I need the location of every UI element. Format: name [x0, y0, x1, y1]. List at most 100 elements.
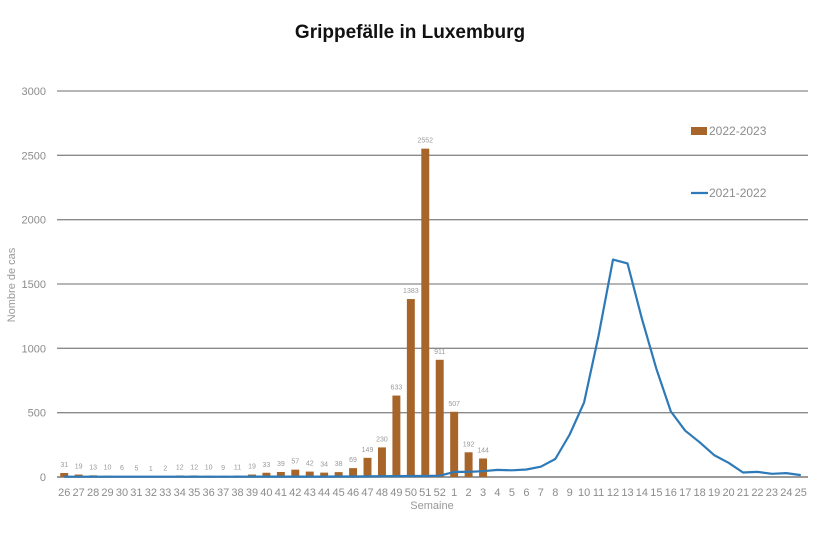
bar-value-label: 19 — [248, 464, 256, 471]
x-tick-label: 13 — [621, 487, 633, 499]
x-tick-label: 2 — [466, 487, 472, 499]
bar — [450, 411, 459, 477]
x-tick-label: 30 — [116, 487, 128, 499]
x-tick-label: 33 — [159, 487, 171, 499]
x-tick-label: 25 — [795, 487, 807, 499]
bar-value-label: 13 — [89, 464, 97, 471]
x-tick-label: 51 — [419, 487, 431, 499]
x-tick-label: 46 — [347, 487, 359, 499]
bar-value-label: 2 — [163, 466, 167, 473]
legend-label-2021-2022: 2021-2022 — [709, 186, 767, 200]
x-tick-label: 24 — [780, 487, 792, 499]
bar — [464, 452, 473, 477]
x-axis-label: Semaine — [410, 500, 453, 512]
bar-value-label: 2552 — [417, 138, 433, 145]
x-tick-label: 21 — [737, 487, 749, 499]
bar-value-label: 12 — [176, 464, 184, 471]
x-tick-label: 32 — [145, 487, 157, 499]
x-tick-label: 7 — [538, 487, 544, 499]
x-tick-label: 42 — [289, 487, 301, 499]
bar-value-label: 38 — [335, 461, 343, 468]
bar-value-label: 33 — [263, 462, 271, 469]
legend-label-2022-2023: 2022-2023 — [709, 124, 767, 138]
x-tick-label: 35 — [188, 487, 200, 499]
bar-value-label: 57 — [291, 459, 299, 466]
bar — [377, 447, 386, 477]
x-tick-label: 29 — [101, 487, 113, 499]
x-tick-label: 31 — [130, 487, 142, 499]
bar-value-label: 6 — [120, 465, 124, 472]
x-tick-label: 3 — [480, 487, 486, 499]
x-tick-label: 5 — [509, 487, 515, 499]
x-tick-label: 8 — [552, 487, 558, 499]
bar — [276, 471, 285, 477]
bar-value-label: 31 — [60, 462, 68, 469]
chart-title: Grippefälle in Luxemburg — [294, 22, 526, 43]
bar-value-label: 1 — [149, 466, 153, 473]
bar-value-label: 192 — [463, 441, 475, 448]
x-tick-label: 44 — [318, 487, 330, 499]
x-tick-label: 15 — [650, 487, 662, 499]
x-tick-label: 28 — [87, 487, 99, 499]
x-tick-label: 20 — [722, 487, 734, 499]
bar — [334, 472, 343, 477]
x-tick-label: 14 — [636, 487, 648, 499]
bar — [320, 472, 329, 477]
y-tick-label: 500 — [28, 408, 46, 420]
bar-value-label: 149 — [362, 447, 374, 454]
x-tick-label: 50 — [405, 487, 417, 499]
x-tick-label: 48 — [376, 487, 388, 499]
legend-bar-swatch — [691, 127, 707, 135]
x-tick-label: 12 — [607, 487, 619, 499]
y-tick-label: 0 — [40, 472, 46, 484]
x-tick-label: 10 — [578, 487, 590, 499]
bar-value-label: 42 — [306, 461, 314, 468]
bar — [291, 469, 300, 477]
x-tick-label: 26 — [58, 487, 70, 499]
y-tick-label: 1500 — [22, 279, 46, 291]
x-tick-label: 38 — [231, 487, 243, 499]
y-tick-label: 2000 — [22, 215, 46, 227]
x-tick-label: 45 — [333, 487, 345, 499]
bar — [363, 457, 372, 477]
x-tick-label: 40 — [260, 487, 272, 499]
y-axis-label: Nombre de cas — [6, 247, 18, 322]
bar-value-label: 230 — [376, 436, 388, 443]
line-series-2021-2022 — [64, 258, 801, 478]
bar-value-label: 69 — [349, 457, 357, 464]
x-tick-label: 18 — [694, 487, 706, 499]
bar-value-label: 34 — [320, 462, 328, 469]
x-tick-label: 22 — [751, 487, 763, 499]
bar-value-label: 144 — [477, 447, 489, 454]
bar-value-label: 10 — [205, 465, 213, 472]
bar-value-label: 5 — [134, 465, 138, 472]
bar-value-label: 12 — [190, 464, 198, 471]
bar-data-labels: 31 19 13 10 6 5 1 2 12 12 10 9 11 19 33 39 57 42 34 3869149… — [60, 138, 489, 473]
bar — [262, 472, 271, 477]
bar-value-label: 9 — [221, 465, 225, 472]
bar — [305, 471, 314, 477]
x-tick-label: 9 — [567, 487, 573, 499]
x-tick-label: 34 — [174, 487, 186, 499]
x-tick-label: 17 — [679, 487, 691, 499]
bar — [392, 395, 401, 477]
bar-value-label: 39 — [277, 461, 285, 468]
x-tick-label: 39 — [246, 487, 258, 499]
bar-value-label: 1383 — [403, 288, 419, 295]
bar-value-label: 10 — [104, 465, 112, 472]
x-tick-label: 47 — [361, 487, 373, 499]
gridlines — [57, 90, 808, 478]
x-tick-label: 49 — [390, 487, 402, 499]
x-tick-label: 52 — [434, 487, 446, 499]
x-axis-ticks: 26 27 28 29 30 31 32 33 34 35 36 37 38 39 40 41 42 43 44 45… — [58, 487, 807, 499]
x-tick-label: 37 — [217, 487, 229, 499]
x-tick-label: 27 — [73, 487, 85, 499]
bar — [349, 468, 358, 477]
bar-value-label: 19 — [75, 464, 83, 471]
bar — [406, 299, 415, 477]
bar — [421, 148, 430, 477]
x-tick-label: 16 — [665, 487, 677, 499]
bar-series-2022-2023 — [60, 148, 488, 478]
y-tick-label: 1000 — [22, 343, 46, 355]
